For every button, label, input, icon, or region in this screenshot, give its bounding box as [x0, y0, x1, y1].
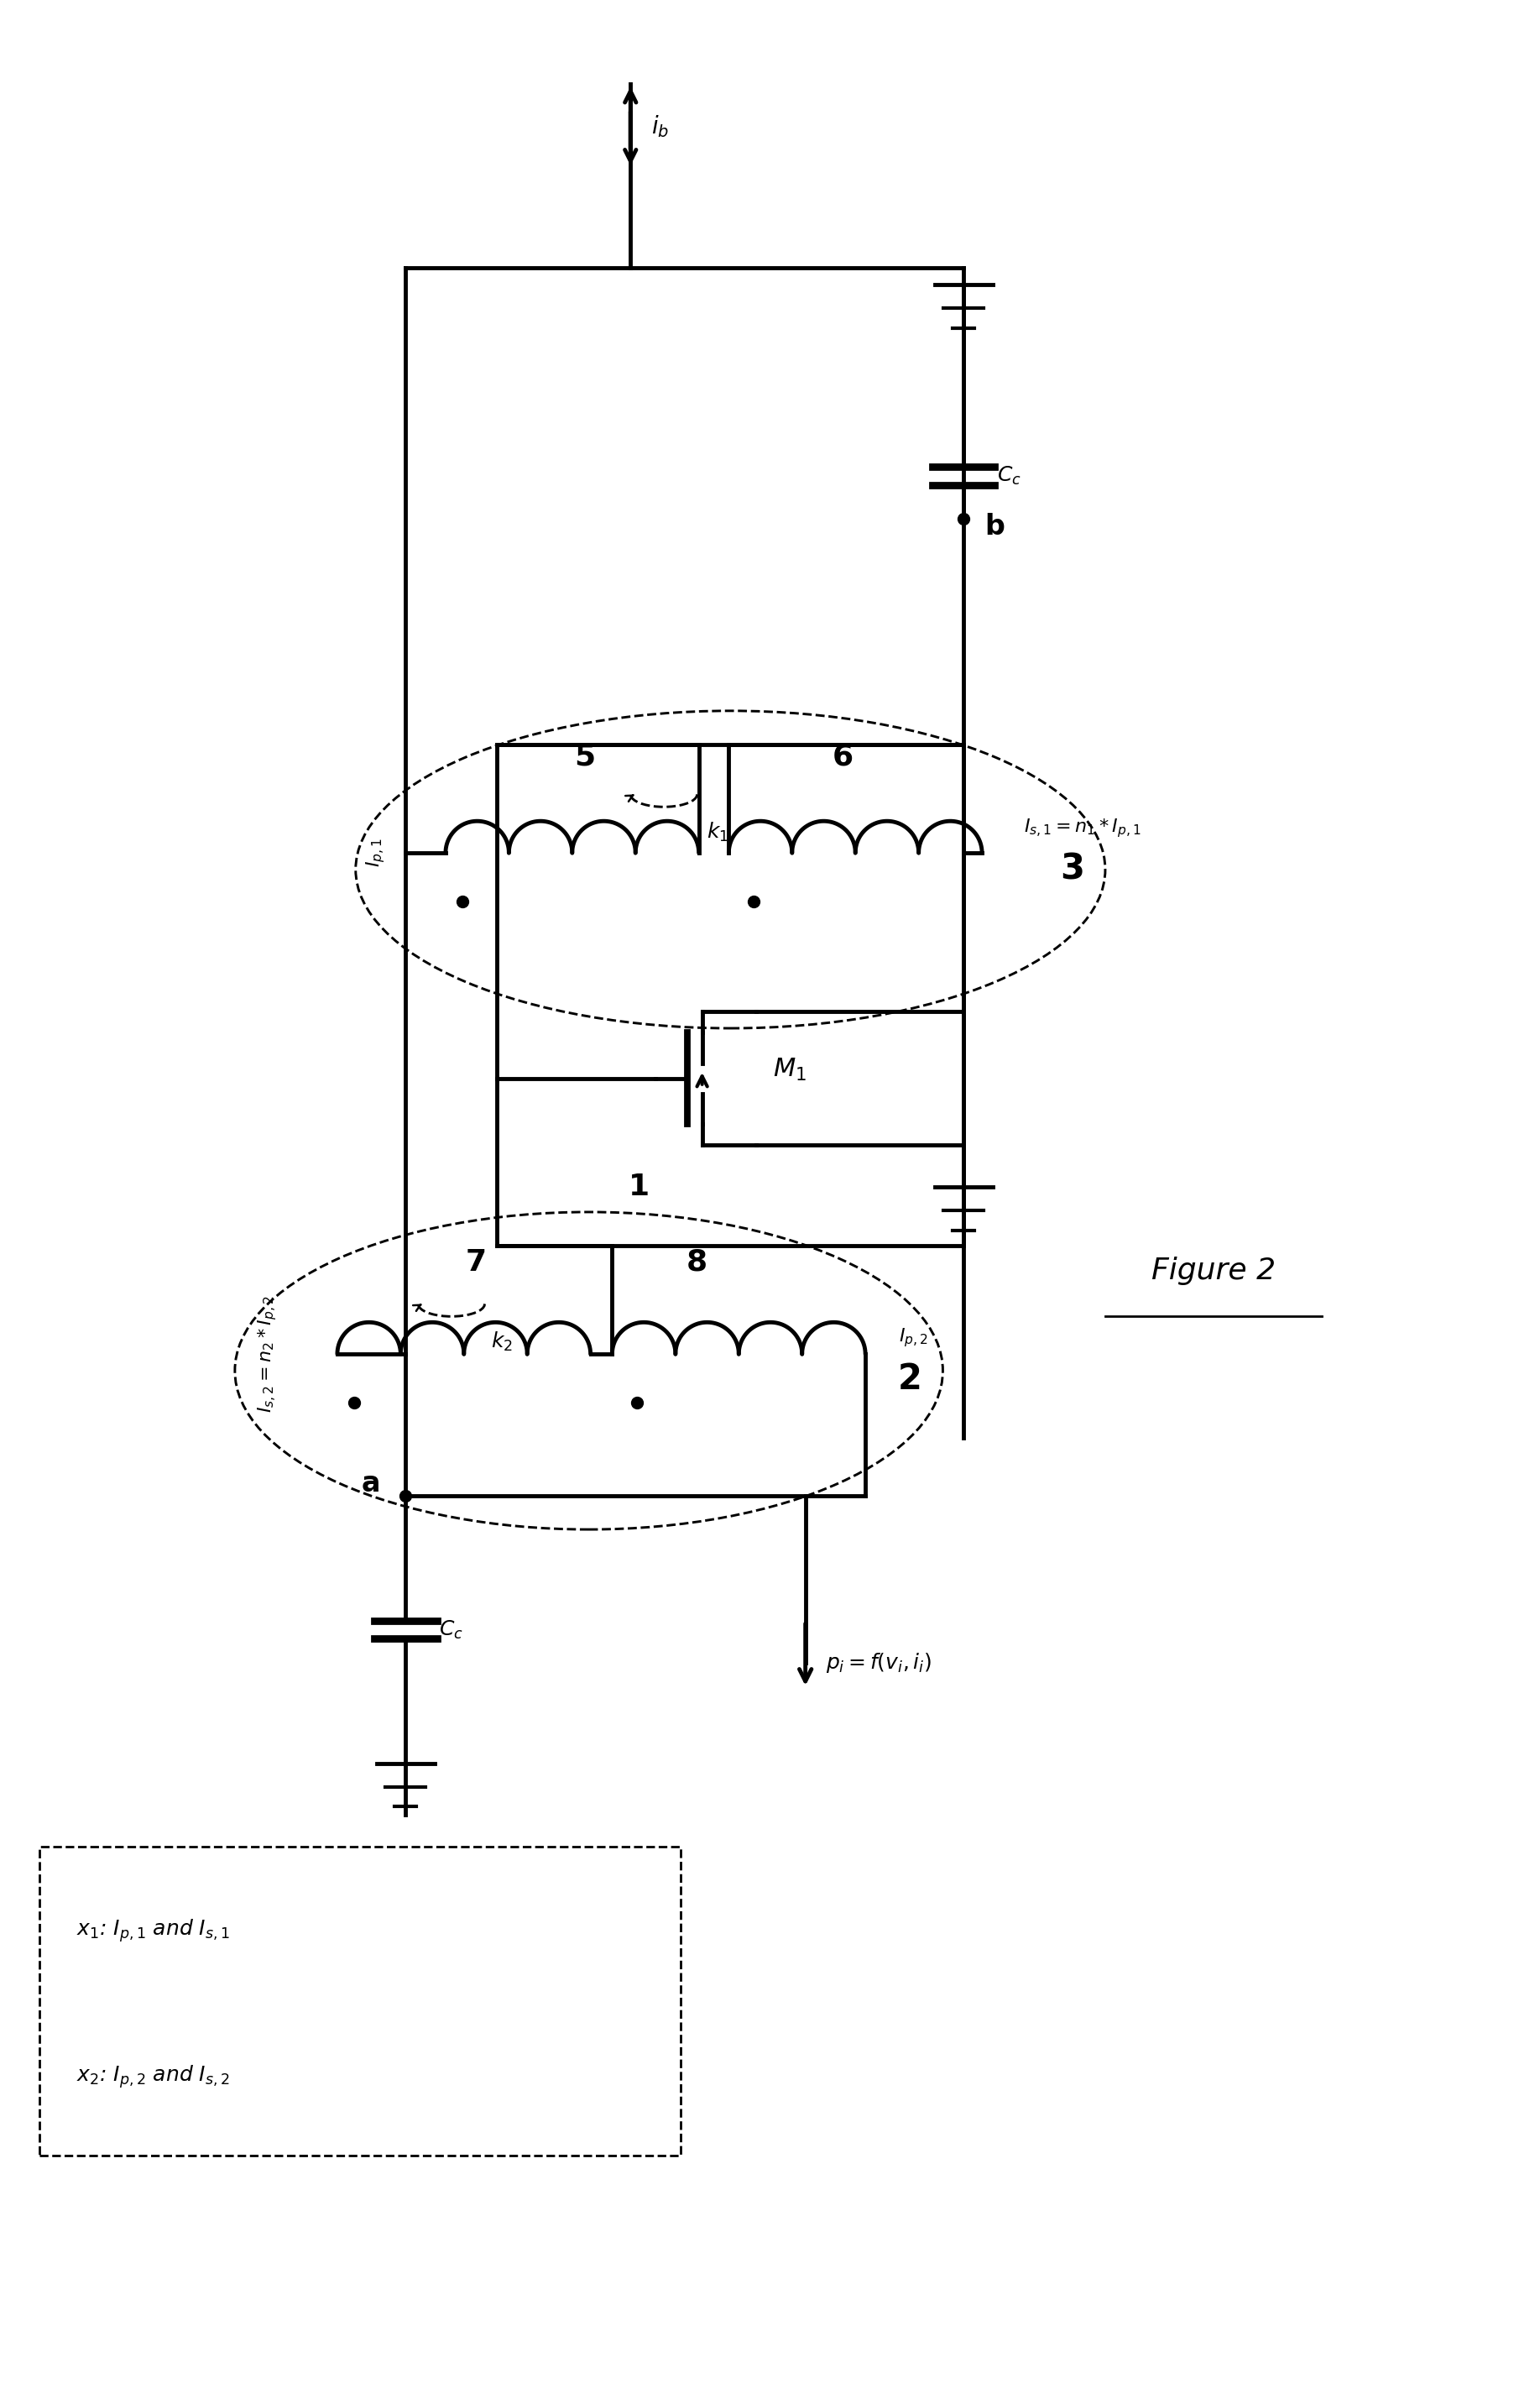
Text: $k_1$: $k_1$: [707, 820, 728, 844]
Text: 3: 3: [1060, 851, 1084, 887]
Text: $x_1$: $I_{p,1}$ and $I_{s,1}$: $x_1$: $I_{p,1}$ and $I_{s,1}$: [77, 1916, 229, 1945]
Text: $I_{s,2}=n_2*I_{p,2}$: $I_{s,2}=n_2*I_{p,2}$: [257, 1296, 279, 1414]
Text: 2: 2: [898, 1361, 921, 1397]
Text: $I_{p,2}$: $I_{p,2}$: [899, 1327, 927, 1349]
Text: 5: 5: [574, 743, 596, 772]
Text: $I_{s,1}=n_1*I_{p,1}$: $I_{s,1}=n_1*I_{p,1}$: [1024, 817, 1141, 839]
Text: 6: 6: [832, 743, 853, 772]
Text: $p_i=f(v_i,i_i)$: $p_i=f(v_i,i_i)$: [827, 1652, 932, 1676]
Text: $x_2$: $I_{p,2}$ and $I_{s,2}$: $x_2$: $I_{p,2}$ and $I_{s,2}$: [77, 2063, 229, 2089]
Text: a: a: [362, 1469, 380, 1498]
Text: $M_1$: $M_1$: [773, 1058, 807, 1084]
Text: 7: 7: [467, 1248, 487, 1277]
Text: $k_2$: $k_2$: [491, 1329, 513, 1353]
Text: 1: 1: [628, 1173, 650, 1202]
Text: $C_c$: $C_c$: [996, 464, 1021, 488]
Text: $i_b$: $i_b$: [651, 113, 668, 139]
FancyBboxPatch shape: [38, 1846, 681, 2156]
Text: b: b: [984, 512, 1004, 541]
Text: 8: 8: [687, 1248, 708, 1277]
Text: Figure 2: Figure 2: [1152, 1257, 1275, 1284]
Text: $C_c$: $C_c$: [439, 1618, 464, 1640]
Text: $I_{p,1}$: $I_{p,1}$: [365, 839, 387, 868]
